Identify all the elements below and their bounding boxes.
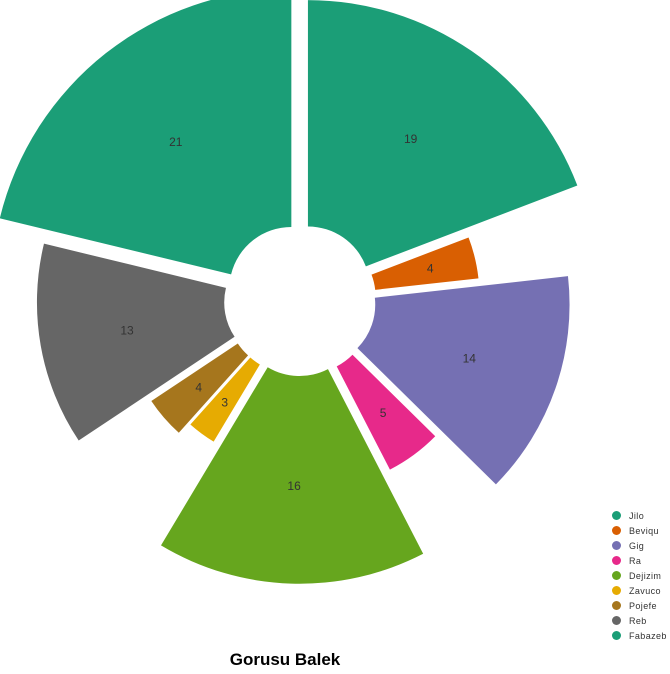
legend-swatch: [612, 631, 621, 640]
legend-swatch: [612, 526, 621, 535]
legend-swatch: [612, 586, 621, 595]
legend-swatch: [612, 511, 621, 520]
slice-value-label: 21: [169, 135, 183, 149]
legend-item: Jilo: [612, 508, 667, 523]
pie-slice-pojefe: [151, 343, 249, 433]
legend-swatch: [612, 541, 621, 550]
legend: Jilo Beviqu Gig Ra Dejizim Zavuco Pojefe Reb Fab…: [612, 508, 667, 643]
slice-value-label: 13: [120, 323, 134, 337]
legend-item: Zavuco: [612, 583, 667, 598]
chart-title: Gorusu Balek: [229, 650, 341, 669]
slice-value-label: 3: [221, 395, 228, 409]
pie-slice-dejizim: [160, 367, 424, 584]
slice-value-label: 14: [463, 352, 477, 366]
legend-label: Reb: [629, 615, 647, 626]
slice-value-label: 5: [380, 406, 387, 420]
pie-slice-reb: [36, 243, 235, 441]
legend-label: Gig: [629, 540, 645, 551]
legend-label: Beviqu: [629, 525, 659, 536]
legend-item: Fabazeb: [612, 628, 667, 643]
pie-slice-fabazeb: [0, 0, 292, 275]
legend-label: Jilo: [629, 510, 645, 521]
legend-item: Gig: [612, 538, 667, 553]
legend-item: Beviqu: [612, 523, 667, 538]
pie-slice-beviqu: [371, 237, 479, 290]
legend-item: Dejizim: [612, 568, 667, 583]
pie-slice-zavuco: [190, 357, 260, 442]
legend-item: Pojefe: [612, 598, 667, 613]
legend-label: Zavuco: [629, 585, 661, 596]
legend-swatch: [612, 556, 621, 565]
legend-label: Fabazeb: [629, 630, 667, 641]
slice-value-label: 19: [404, 132, 418, 146]
slice-value-label: 4: [427, 261, 434, 275]
legend-swatch: [612, 571, 621, 580]
legend-label: Ra: [629, 555, 642, 566]
legend-swatch: [612, 601, 621, 610]
legend-label: Dejizim: [629, 570, 662, 581]
legend-item: Reb: [612, 613, 667, 628]
pie-slice-ra: [336, 354, 436, 470]
slice-value-label: 16: [287, 479, 301, 493]
slice-value-label: 4: [195, 381, 202, 395]
legend-item: Ra: [612, 553, 667, 568]
pie-slice-jilo: [307, 0, 578, 267]
legend-label: Pojefe: [629, 600, 657, 611]
pie-slice-gig: [357, 276, 570, 485]
legend-swatch: [612, 616, 621, 625]
